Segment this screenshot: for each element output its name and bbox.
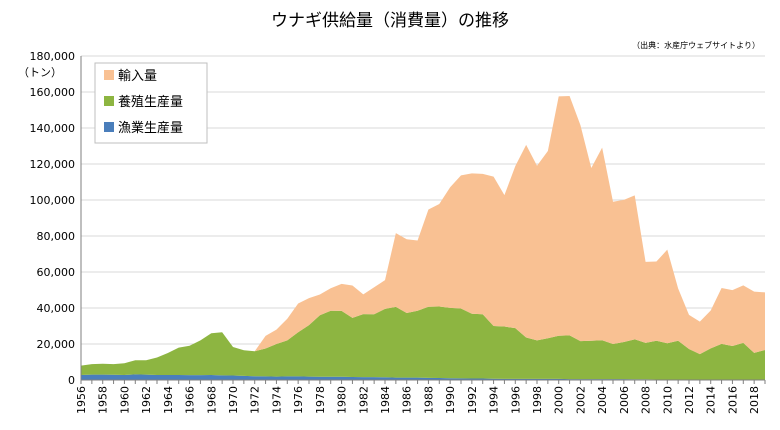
x-tick-label: 2016 bbox=[726, 386, 739, 414]
x-tick-label: 2002 bbox=[574, 386, 587, 414]
x-tick-label: 1962 bbox=[140, 386, 153, 414]
x-tick-label: 1964 bbox=[162, 386, 175, 414]
x-tick-label: 1956 bbox=[75, 386, 88, 414]
x-tick-labels: 1956 1958 1960 1962 1964 1966 1968 1970 1972 1974… bbox=[75, 386, 761, 414]
chart-title: ウナギ供給量（消費量）の推移 bbox=[271, 11, 509, 31]
x-tick-label: 1986 bbox=[401, 386, 414, 414]
x-tick-label: 1992 bbox=[466, 386, 479, 414]
x-tick-label: 1976 bbox=[292, 386, 305, 414]
x-tick-label: 1968 bbox=[205, 386, 218, 414]
legend-swatch-fishery bbox=[104, 122, 114, 132]
legend-label-aquaculture: 養殖生産量 bbox=[118, 94, 183, 110]
data-areas bbox=[81, 95, 765, 380]
y-tick-label: 60,000 bbox=[37, 266, 76, 279]
x-tick-label: 2000 bbox=[553, 386, 566, 414]
area-series-aquaculture bbox=[81, 306, 765, 380]
chart-source: （出典：水産庁ウェブサイトより） bbox=[632, 40, 760, 50]
x-tick-label: 2006 bbox=[618, 386, 631, 414]
x-tick-label: 1998 bbox=[531, 386, 544, 414]
legend-swatch-import bbox=[104, 70, 114, 80]
x-tick-label: 1982 bbox=[357, 386, 370, 414]
legend: 輸入量 養殖生産量 漁業生産量 bbox=[94, 62, 208, 144]
x-tick-label: 1996 bbox=[509, 386, 522, 414]
y-tick-label: 40,000 bbox=[37, 302, 76, 315]
x-tick-label: 1980 bbox=[336, 386, 349, 414]
x-tick-label: 1984 bbox=[379, 386, 392, 414]
legend-label-fishery: 漁業生産量 bbox=[118, 120, 183, 136]
x-tick-label: 2008 bbox=[640, 386, 653, 414]
y-tick-label: 80,000 bbox=[37, 230, 76, 243]
x-tick-label: 1972 bbox=[249, 386, 262, 414]
x-tick-label: 1966 bbox=[184, 386, 197, 414]
x-tick-label: 2012 bbox=[683, 386, 696, 414]
x-tick-label: 1988 bbox=[422, 386, 435, 414]
x-tick-label: 1990 bbox=[444, 386, 457, 414]
x-tick-label: 1958 bbox=[97, 386, 110, 414]
area-series-import bbox=[81, 95, 765, 366]
y-tick-label: 0 bbox=[68, 374, 75, 387]
y-tick-label: 120,000 bbox=[30, 158, 76, 171]
x-tick-label: 2014 bbox=[705, 386, 718, 414]
x-tick-label: 1978 bbox=[314, 386, 327, 414]
y-tick-label: 140,000 bbox=[30, 122, 76, 135]
x-tick-label: 1974 bbox=[270, 386, 283, 414]
axes bbox=[80, 56, 766, 384]
area-series-fishery bbox=[81, 374, 765, 380]
x-tick-label: 1994 bbox=[488, 386, 501, 414]
legend-swatch-aquaculture bbox=[104, 96, 114, 106]
x-tick-label: 2010 bbox=[661, 386, 674, 414]
x-tick-label: 1970 bbox=[227, 386, 240, 414]
y-tick-labels: 0 20,000 40,000 60,000 80,000 100,000 120,000 1… bbox=[30, 50, 76, 387]
y-axis-unit: （トン） bbox=[18, 66, 62, 79]
y-tick-label: 180,000 bbox=[30, 50, 76, 63]
x-tick-label: 2004 bbox=[596, 386, 609, 414]
legend-label-import: 輸入量 bbox=[118, 69, 157, 84]
x-tick-label: 2018 bbox=[748, 386, 761, 414]
y-tick-label: 20,000 bbox=[37, 338, 76, 351]
y-tick-label: 100,000 bbox=[30, 194, 76, 207]
x-tick-label: 1960 bbox=[118, 386, 131, 414]
y-tick-label: 160,000 bbox=[30, 86, 76, 99]
